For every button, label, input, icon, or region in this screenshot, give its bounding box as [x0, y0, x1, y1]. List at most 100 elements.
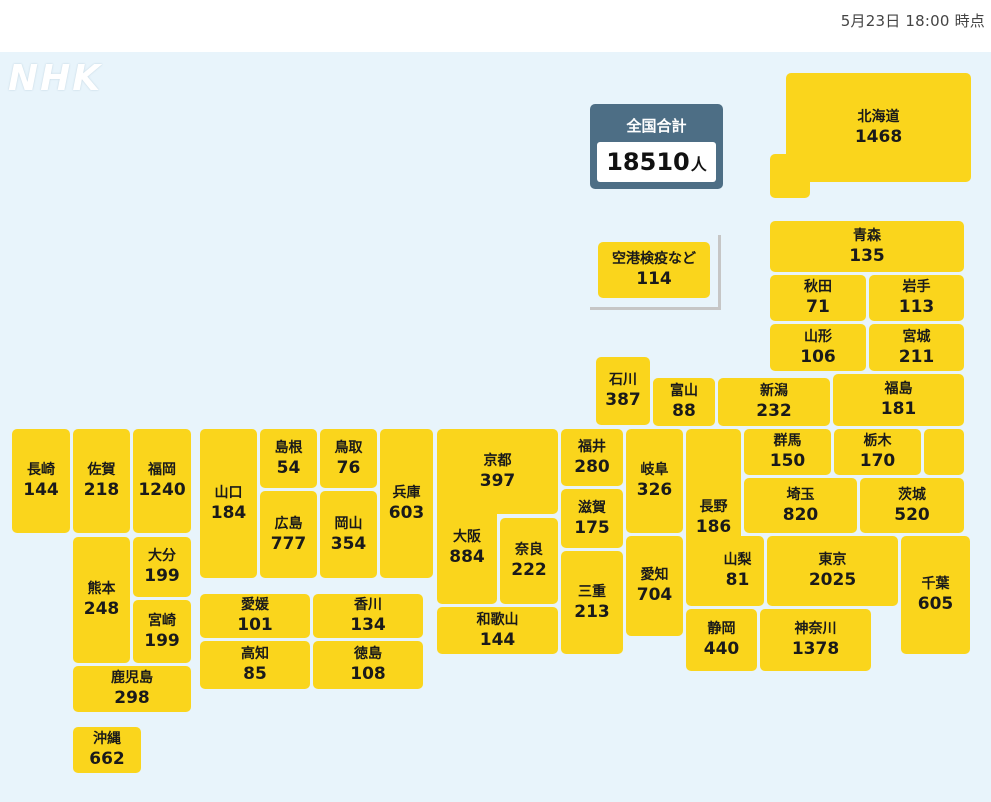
prefecture-tile-ishikawa[interactable]: 石川 387 — [596, 357, 650, 425]
prefecture-tile-fukuoka[interactable]: 福岡 1240 — [133, 429, 191, 533]
prefecture-tile-kochi[interactable]: 高知 85 — [200, 641, 310, 689]
prefecture-tile-yamanashi[interactable]: 山梨 81 — [711, 536, 764, 606]
prefecture-name: 新潟 — [760, 383, 788, 399]
prefecture-tile-miyazaki[interactable]: 宮崎 199 — [133, 600, 191, 663]
prefecture-count: 114 — [636, 269, 672, 289]
prefecture-tile-nara[interactable]: 奈良 222 — [500, 518, 558, 604]
national-total-unit: 人 — [690, 155, 707, 174]
prefecture-name: 大阪 — [453, 528, 481, 545]
prefecture-name: 福島 — [884, 381, 913, 397]
prefecture-tile-airport[interactable]: 空港検疫など 114 — [598, 242, 710, 298]
prefecture-name: 石川 — [609, 372, 637, 388]
prefecture-count: 218 — [83, 480, 120, 500]
prefecture-name: 福井 — [578, 438, 606, 455]
prefecture-tile-gifu[interactable]: 岐阜 326 — [626, 429, 683, 533]
prefecture-tile-ibaraki[interactable]: 茨城 520 — [860, 478, 964, 533]
prefecture-tile-aomori[interactable]: 青森 135 — [770, 221, 964, 272]
prefecture-tile-shiga[interactable]: 滋賀 175 — [561, 489, 623, 548]
prefecture-count: 211 — [898, 346, 935, 367]
prefecture-tile-kanagawa[interactable]: 神奈川 1378 — [760, 609, 871, 671]
prefecture-count: 1378 — [791, 639, 840, 659]
prefecture-count: 150 — [769, 451, 806, 471]
prefecture-tile-aichi[interactable]: 愛知 704 — [626, 536, 683, 636]
prefecture-name: 空港検疫など — [612, 251, 696, 267]
prefecture-count: 1240 — [138, 480, 186, 500]
prefecture-count: 884 — [449, 546, 485, 567]
prefecture-name: 鳥取 — [334, 439, 363, 456]
prefecture-count: 54 — [276, 457, 301, 478]
prefecture-count: 88 — [672, 401, 696, 421]
prefecture-count: 298 — [114, 688, 150, 708]
prefecture-name: 岡山 — [334, 515, 363, 532]
prefecture-count: 248 — [83, 599, 120, 619]
prefecture-count: 520 — [894, 504, 930, 525]
prefecture-name: 長崎 — [27, 462, 55, 478]
prefecture-tile-niigata[interactable]: 新潟 232 — [718, 378, 830, 426]
prefecture-name: 山梨 — [723, 552, 752, 568]
prefecture-tile-iwate[interactable]: 岩手 113 — [869, 275, 964, 321]
prefecture-tile-hyogo[interactable]: 兵庫 603 — [380, 429, 433, 578]
prefecture-tile-shizuoka[interactable]: 静岡 440 — [686, 609, 757, 671]
prefecture-tile-toyama[interactable]: 富山 88 — [653, 378, 715, 426]
prefecture-tile-saitama[interactable]: 埼玉 820 — [744, 478, 857, 533]
prefecture-name: 北海道 — [857, 108, 900, 125]
prefecture-name: 愛知 — [640, 567, 669, 583]
prefecture-name: 徳島 — [354, 646, 382, 662]
prefecture-tile-fukushima[interactable]: 福島 181 — [833, 374, 964, 426]
prefecture-tile-fukui[interactable]: 福井 280 — [561, 429, 623, 486]
prefecture-count: 387 — [605, 390, 641, 410]
prefecture-tile-yamagata[interactable]: 山形 106 — [770, 324, 866, 371]
prefecture-name: 宮崎 — [148, 612, 176, 629]
prefecture-tile-chiba[interactable]: 千葉 605 — [901, 536, 970, 654]
prefecture-tile-kumamoto[interactable]: 熊本 248 — [73, 537, 130, 663]
prefecture-name: 岩手 — [902, 279, 931, 295]
prefecture-tile-okinawa[interactable]: 沖縄 662 — [73, 727, 141, 773]
prefecture-tile-okayama[interactable]: 岡山 354 — [320, 491, 377, 578]
prefecture-count: 144 — [479, 629, 516, 650]
prefecture-tile-nagasaki[interactable]: 長崎 144 — [12, 429, 70, 533]
prefecture-tile-shimane[interactable]: 島根 54 — [260, 429, 317, 488]
prefecture-tile-kagawa[interactable]: 香川 134 — [313, 594, 423, 638]
prefecture-name: 和歌山 — [476, 611, 519, 628]
prefecture-name: 長野 — [699, 498, 728, 515]
prefecture-tile-osaka[interactable]: 大阪 884 — [437, 491, 497, 604]
prefecture-count: 280 — [574, 456, 610, 477]
prefecture-tile-miyagi[interactable]: 宮城 211 — [869, 324, 964, 371]
prefecture-tile-yamaguchi[interactable]: 山口 184 — [200, 429, 257, 578]
prefecture-tile-hiroshima[interactable]: 広島 777 — [260, 491, 317, 578]
prefecture-count: 199 — [144, 630, 180, 651]
prefecture-tile-akita[interactable]: 秋田 71 — [770, 275, 866, 321]
prefecture-tile-wakayama[interactable]: 和歌山 144 — [437, 607, 558, 654]
prefecture-name: 福岡 — [148, 462, 176, 478]
prefecture-tile-gunma[interactable]: 群馬 150 — [744, 429, 831, 475]
prefecture-name: 秋田 — [804, 279, 832, 295]
prefecture-tile-ehime[interactable]: 愛媛 101 — [200, 594, 310, 638]
prefecture-tile-tokushima[interactable]: 徳島 108 — [313, 641, 423, 689]
prefecture-name: 三重 — [578, 583, 606, 600]
prefecture-name: 滋賀 — [578, 499, 606, 516]
prefecture-count: 106 — [800, 346, 836, 367]
prefecture-count: 181 — [880, 399, 917, 419]
prefecture-tile-oita[interactable]: 大分 199 — [133, 537, 191, 597]
prefecture-count: 605 — [917, 594, 954, 614]
prefecture-name: 大分 — [148, 548, 176, 564]
prefecture-count: 777 — [270, 533, 307, 554]
prefecture-tile-tokyo[interactable]: 東京 2025 — [767, 536, 898, 606]
prefecture-count: 326 — [636, 480, 673, 500]
prefecture-name: 神奈川 — [794, 621, 837, 637]
prefecture-tile-kagoshima[interactable]: 鹿児島 298 — [73, 666, 191, 712]
prefecture-count: 603 — [388, 502, 425, 523]
prefecture-tile-hokkaido[interactable]: 北海道 1468 — [786, 73, 971, 182]
prefecture-count: 81 — [725, 570, 750, 590]
prefecture-tile-saga[interactable]: 佐賀 218 — [73, 429, 130, 533]
prefecture-count: 144 — [23, 480, 59, 500]
prefecture-tile-mie[interactable]: 三重 213 — [561, 551, 623, 654]
prefecture-name: 高知 — [241, 646, 269, 662]
hokkaido-notch — [770, 154, 810, 198]
prefecture-name: 香川 — [354, 597, 382, 613]
prefecture-tile-tottori[interactable]: 鳥取 76 — [320, 429, 377, 488]
prefecture-count: 222 — [511, 560, 547, 580]
prefecture-name: 静岡 — [707, 621, 736, 637]
prefecture-name: 兵庫 — [392, 484, 421, 501]
prefecture-tile-tochigi[interactable]: 栃木 170 — [834, 429, 921, 475]
